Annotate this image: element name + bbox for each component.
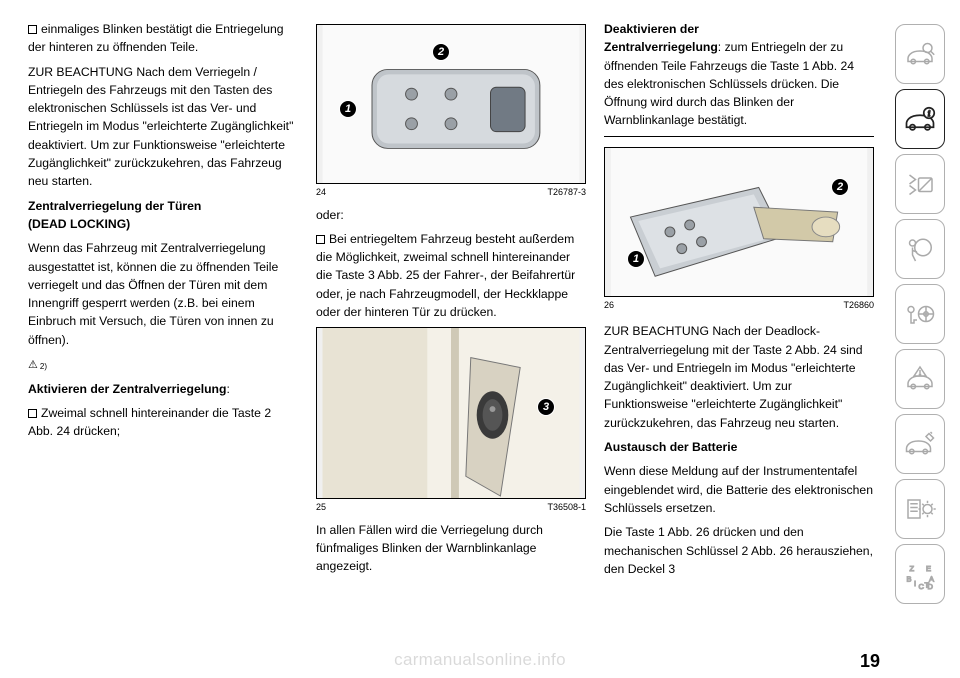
fig-code: T26860: [843, 299, 874, 313]
fig-code: T36508-1: [547, 501, 586, 515]
para: Wenn das Fahrzeug mit Zentralverriegelun…: [28, 239, 298, 349]
text: Zweimal schnell hintereinander die Taste…: [28, 406, 271, 438]
warning-ref: ⚠2): [28, 355, 298, 374]
manual-page: einmaliges Blinken bestätigt die Entrieg…: [0, 0, 960, 678]
tab-car-info-icon[interactable]: i: [895, 89, 945, 149]
tab-settings-list-icon[interactable]: [895, 479, 945, 539]
bullet-box: [28, 409, 37, 418]
tab-airbag-icon[interactable]: [895, 219, 945, 279]
bullet-box: [28, 25, 37, 34]
figure-caption: 26 T26860: [604, 299, 874, 313]
text: oder:: [316, 208, 344, 222]
text: ZUR BEACHTUNG Nach dem Verriegeln / Entr…: [28, 65, 293, 189]
para: In allen Fällen wird die Verriegelung du…: [316, 521, 586, 576]
svg-text:E: E: [926, 564, 931, 573]
text: In allen Fällen wird die Verriegelung du…: [316, 523, 543, 574]
para: einmaliges Blinken bestätigt die Entrieg…: [28, 20, 298, 57]
tab-key-steering-icon[interactable]: [895, 284, 945, 344]
para: ZUR BEACHTUNG Nach der Deadlock-Zentralv…: [604, 322, 874, 432]
page-number: 19: [860, 651, 880, 672]
para: Wenn diese Meldung auf der Instrumentent…: [604, 462, 874, 517]
figure-caption: 24 T26787-3: [316, 186, 586, 200]
heading: Austausch der Batterie: [604, 438, 874, 456]
para: ZUR BEACHTUNG Nach dem Verriegeln / Entr…: [28, 63, 298, 191]
para: Die Taste 1 Abb. 26 drücken und den mech…: [604, 523, 874, 578]
callout-2: 2: [831, 178, 849, 196]
text: Wenn das Fahrzeug mit Zentralverriegelun…: [28, 241, 278, 346]
heading: Zentralverriegelung der Türen (DEAD LOCK…: [28, 197, 298, 234]
text: Deaktivieren der: [604, 22, 699, 36]
fig-num: 24: [316, 186, 326, 200]
text: einmaliges Blinken bestätigt die Entrieg…: [28, 22, 284, 54]
watermark: carmanualsonline.info: [394, 650, 566, 670]
text: Wenn diese Meldung auf der Instrumentent…: [604, 464, 873, 515]
text: Aktivieren der Zentralverriegelung: [28, 382, 226, 396]
text: Die Taste 1 Abb. 26 drücken und den mech…: [604, 525, 873, 576]
figure-caption: 25 T36508-1: [316, 501, 586, 515]
figure-25: 3: [316, 327, 586, 499]
tab-car-maintenance-icon[interactable]: [895, 414, 945, 474]
para: oder:: [316, 206, 586, 224]
column-1: einmaliges Blinken bestätigt die Entrieg…: [28, 20, 298, 666]
text: (DEAD LOCKING): [28, 217, 130, 231]
warning-icon: ⚠: [28, 357, 38, 374]
callout-1: 1: [339, 100, 357, 118]
para: Zweimal schnell hintereinander die Taste…: [28, 404, 298, 441]
svg-text:C: C: [919, 582, 925, 591]
svg-text:D: D: [928, 582, 934, 591]
column-3: Deaktivieren der Zentralverriegelung: zu…: [604, 20, 874, 666]
text: Zentralverriegelung: [604, 40, 718, 54]
para: Deaktivieren der Zentralverriegelung: zu…: [604, 20, 874, 130]
text: 2): [40, 362, 47, 371]
callout-1: 1: [627, 250, 645, 268]
svg-text:I: I: [914, 579, 916, 588]
tab-car-search-icon[interactable]: [895, 24, 945, 84]
figure-26: 1 2: [604, 147, 874, 297]
tab-lights-icon[interactable]: [895, 154, 945, 214]
text: Austausch der Batterie: [604, 440, 737, 454]
svg-text:B: B: [907, 575, 912, 584]
svg-text:Z: Z: [910, 564, 915, 573]
tab-index-icon[interactable]: ZEBAICTD: [895, 544, 945, 604]
section-tabs-sidebar: i ZEBAICTD: [892, 20, 948, 666]
text: ZUR BEACHTUNG Nach der Deadlock-Zentralv…: [604, 324, 863, 429]
divider: [604, 136, 874, 137]
callout-2: 2: [432, 43, 450, 61]
bullet-box: [316, 235, 325, 244]
fig-num: 26: [604, 299, 614, 313]
text: Zentralverriegelung der Türen: [28, 199, 201, 213]
fig-num: 25: [316, 501, 326, 515]
heading: Aktivieren der Zentralverriegelung:: [28, 380, 298, 398]
figure-24: 1 2: [316, 24, 586, 184]
column-2: 1 2 24 T26787-3 oder: Bei entriegeltem F…: [316, 20, 586, 666]
para: Bei entriegeltem Fahrzeug besteht außerd…: [316, 230, 586, 321]
text: Bei entriegeltem Fahrzeug besteht außerd…: [316, 232, 575, 319]
fig-code: T26787-3: [547, 186, 586, 200]
tab-car-warning-icon[interactable]: [895, 349, 945, 409]
